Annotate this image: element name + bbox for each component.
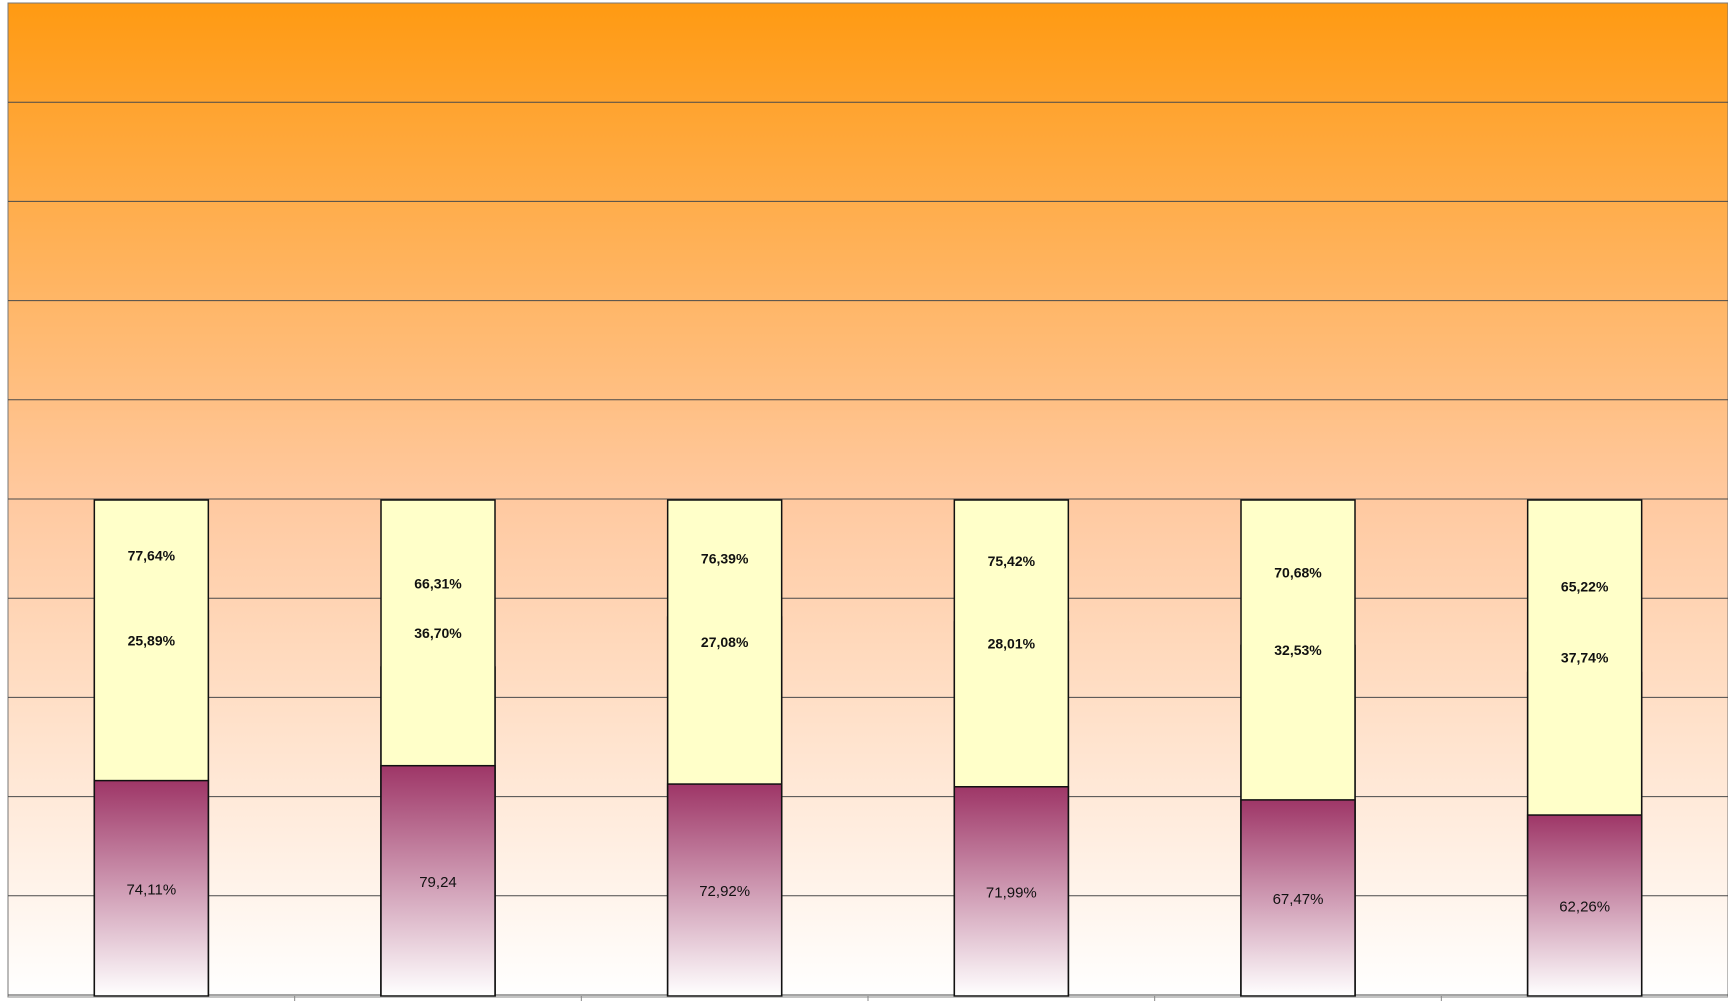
data-label-cyan: 66,31% (414, 576, 462, 592)
data-label-cyan: 77,64% (128, 547, 176, 563)
bar-segment-maroon (666, 783, 783, 997)
data-label-maroon: 67,47% (1273, 891, 1324, 908)
data-label-maroon: 62,26% (1559, 899, 1610, 916)
bar-segment-maroon (380, 764, 496, 997)
data-label-maroon: 79,24 (419, 874, 457, 891)
plot-background (7, 2, 1728, 998)
data-label-yellow: 27,08% (701, 634, 749, 650)
data-labels: 77,64% 25,89% 74,11% 66,31% 36,70% 79,24 76,39… (126, 547, 1610, 915)
bar-segment-maroon (93, 779, 210, 997)
bar-segment-maroon (1240, 799, 1356, 997)
data-label-yellow: 32,53% (1274, 642, 1322, 658)
bar-segment-maroon (953, 786, 1070, 997)
data-label-cyan: 65,22% (1561, 578, 1609, 594)
data-label-yellow: 37,74% (1561, 650, 1609, 666)
data-label-maroon: 74,11% (126, 881, 176, 898)
bars (93, 499, 1643, 997)
gridlines (8, 101, 1728, 996)
data-label-maroon: 71,99% (986, 884, 1037, 901)
data-label-maroon: 72,92% (699, 883, 750, 900)
data-label-yellow: 36,70% (414, 625, 462, 641)
data-label-cyan: 70,68% (1274, 565, 1322, 581)
x-axis (8, 996, 1728, 1001)
data-label-cyan: 75,42% (988, 553, 1036, 569)
data-label-cyan: 76,39% (701, 551, 749, 567)
data-label-yellow: 25,89% (128, 632, 176, 648)
data-label-yellow: 28,01% (988, 635, 1036, 651)
bar-segment-maroon (1526, 814, 1643, 997)
